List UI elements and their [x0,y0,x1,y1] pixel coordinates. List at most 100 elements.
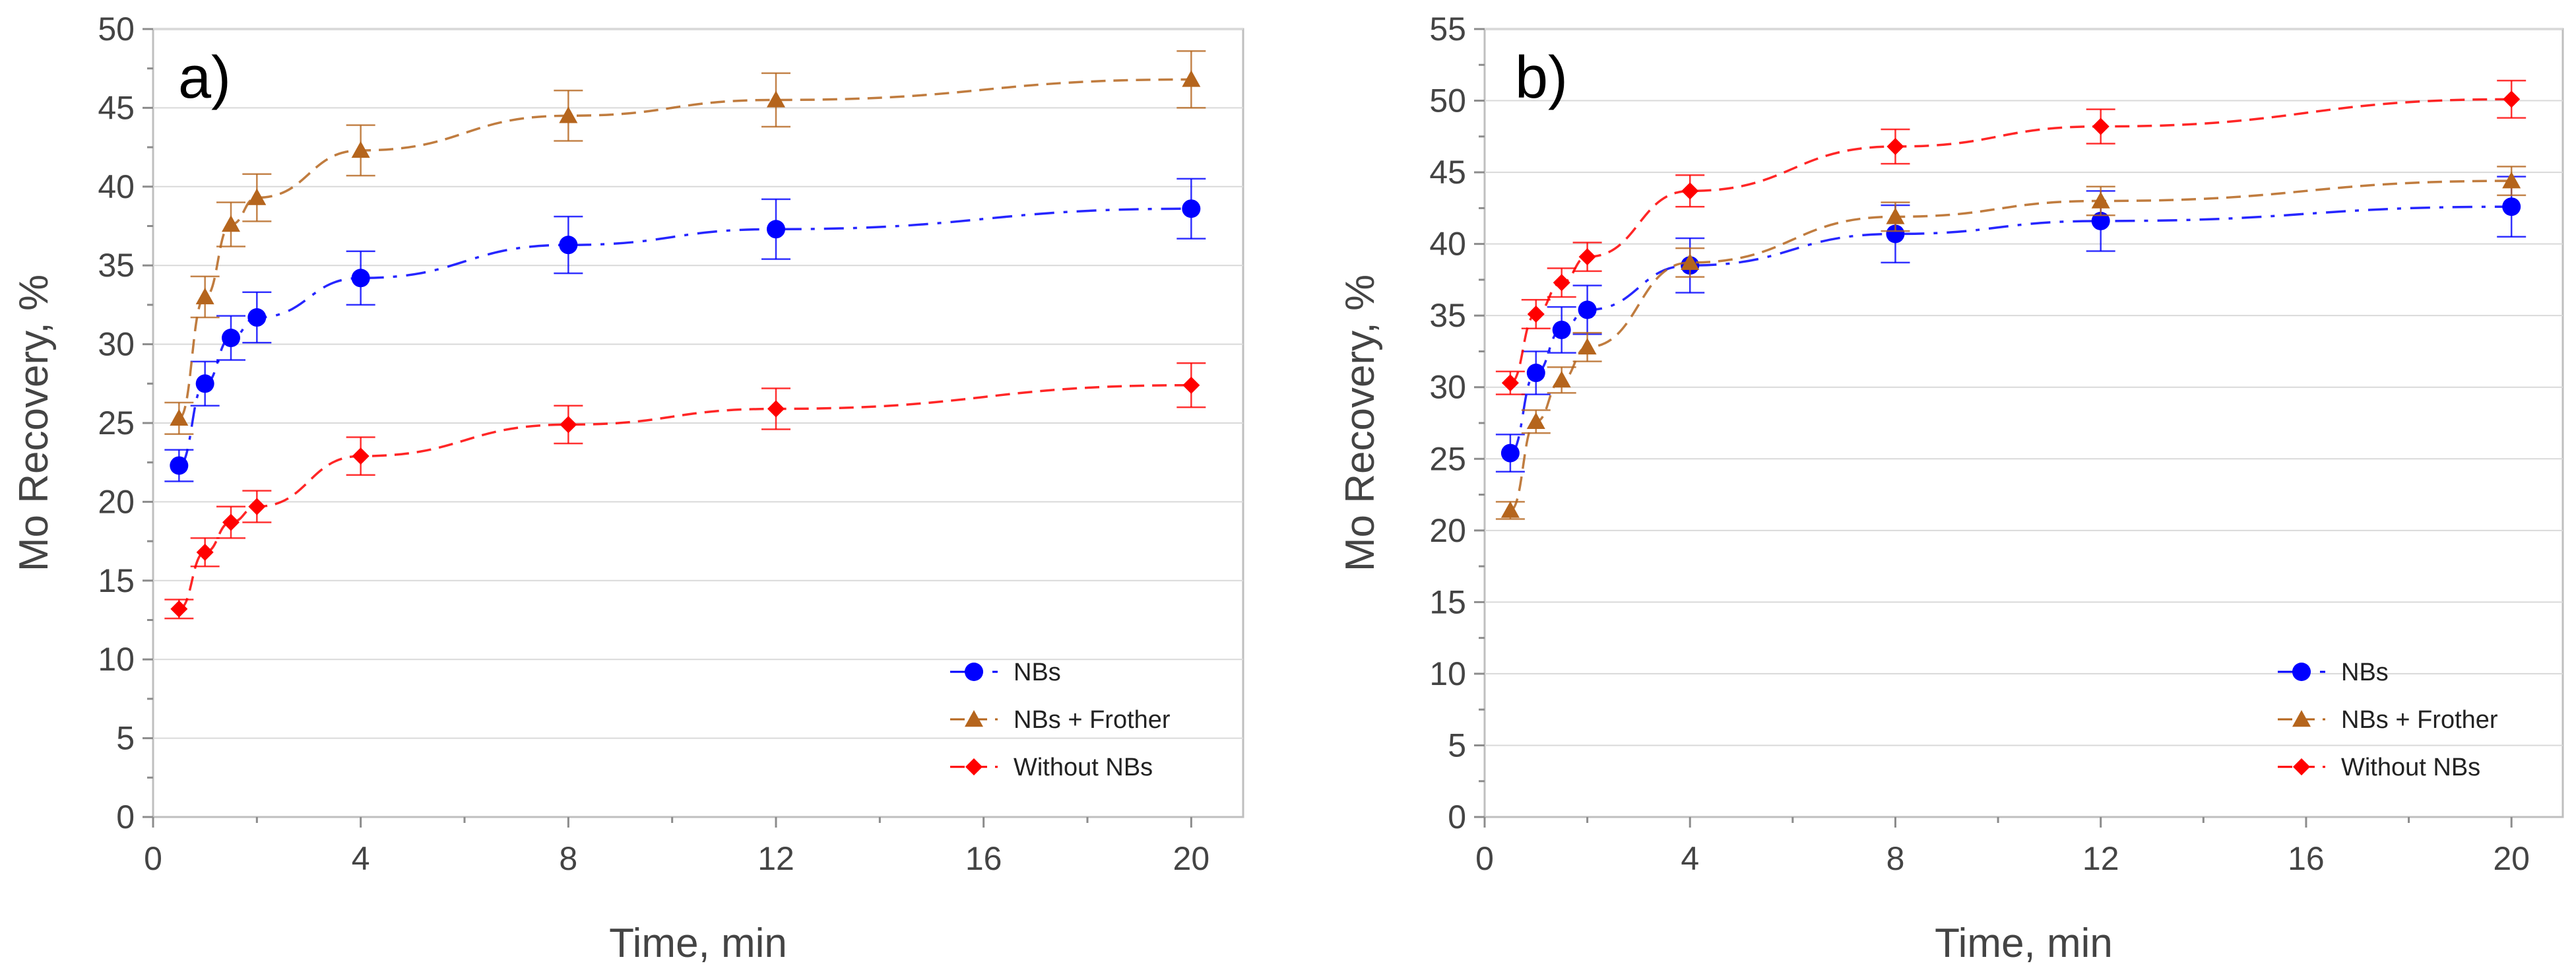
data-point [1681,253,1700,271]
data-point [1182,199,1201,218]
legend-marker [965,758,982,775]
legend-marker [2293,758,2310,775]
data-point [195,287,214,305]
series-without-nbs [1495,79,2527,395]
data-point [1501,374,1519,392]
y-tick-label: 5 [1448,727,1466,764]
legend-label: Without NBs [2341,754,2480,781]
data-point [1886,224,1905,244]
series-line [178,78,1192,420]
y-tick-label: 35 [1429,297,1466,334]
data-point [559,106,578,123]
data-point [1578,337,1597,355]
y-tick-label: 20 [1429,512,1466,549]
y-axis-title: Mo Recovery, % [11,275,57,572]
series-line [1510,180,2512,512]
data-point [559,236,578,255]
x-tick-label: 0 [1475,840,1494,877]
data-point [1552,370,1571,388]
series-line [1510,205,2512,455]
data-point [247,188,267,205]
data-point [1578,300,1597,319]
x-tick-label: 4 [1681,840,1699,877]
x-tick-label: 20 [1173,840,1210,877]
data-point [1681,182,1699,200]
x-tick-label: 0 [144,840,162,877]
series-without-nbs [164,362,1206,620]
data-point [2092,117,2109,135]
data-point [195,374,214,393]
data-point [170,456,189,475]
legend-entry: NBs [950,659,1061,686]
data-point [1526,412,1545,430]
series-nbs [1495,176,2527,473]
data-point [1886,138,1904,156]
panel-label: a) [178,45,231,111]
data-point [222,215,240,232]
data-point [1527,306,1545,323]
series-line [1510,98,2512,384]
panel-label: b) [1515,45,1568,111]
legend-label: Without NBs [1014,754,1153,781]
data-point [767,90,785,108]
x-tick-label: 12 [2082,840,2119,877]
y-tick-label: 0 [1448,799,1466,835]
y-tick-label: 45 [98,89,135,126]
y-tick-label: 15 [1429,583,1466,620]
legend-label: NBs + Frother [2341,706,2498,734]
chart-panel-a: 0 5 10 15 20 25 30 35 40 45 50 0 4 8 12 16 20 Time, min Mo… [11,11,1244,966]
data-point [1500,501,1520,518]
data-point [222,513,240,531]
legend-marker [2292,710,2311,727]
data-point [247,308,267,327]
y-tick-label: 25 [1429,440,1466,477]
series-nbs-frother [164,50,1206,435]
y-tick-label: 50 [1429,82,1466,119]
data-point [1526,364,1545,383]
legend-entry: NBs [2278,659,2389,686]
plot-area [1483,28,2564,818]
data-point [351,141,370,158]
data-point [2091,211,2110,230]
y-tick-label: 0 [116,799,135,835]
data-point [196,543,214,561]
y-tick-label: 30 [98,326,135,363]
series-line [178,207,1192,467]
legend-label: NBs [2341,659,2389,686]
data-point [1886,207,1905,224]
y-tick-label: 35 [98,247,135,284]
y-tick-label: 5 [116,720,135,757]
y-tick-label: 55 [1429,11,1466,48]
series-nbs-frother [1495,166,2527,520]
legend-label: NBs + Frother [1014,706,1171,734]
series-line [178,383,1192,610]
x-tick-label: 8 [1886,840,1905,877]
legend-marker [965,663,983,681]
data-point [2502,197,2521,216]
y-tick-label: 10 [1429,655,1466,692]
x-tick-label: 8 [559,840,577,877]
chart-panel-b: 0 5 10 15 20 25 30 35 40 45 50 55 0 4 8 12 16 20 Time, min… [1337,11,2564,966]
x-tick-label: 4 [352,840,370,877]
data-point [2091,191,2110,209]
y-axis-title: Mo Recovery, % [1337,275,1383,572]
x-tick-label: 16 [2288,840,2325,877]
data-point [1552,320,1571,339]
data-point [170,408,189,426]
y-tick-label: 40 [98,168,135,205]
legend-entry: Without NBs [2278,754,2480,781]
data-point [222,329,240,348]
data-point [1500,443,1520,463]
y-tick-label: 40 [1429,226,1466,263]
data-point [1553,274,1570,292]
data-point [2502,172,2521,189]
y-tick-label: 45 [1429,154,1466,191]
data-point [560,416,577,434]
x-tick-label: 20 [2493,840,2530,877]
data-point [351,269,370,288]
series-nbs [164,178,1206,482]
y-tick-label: 15 [98,562,135,599]
legend-entry: NBs + Frother [2278,706,2498,734]
y-tick-label: 50 [98,11,135,48]
